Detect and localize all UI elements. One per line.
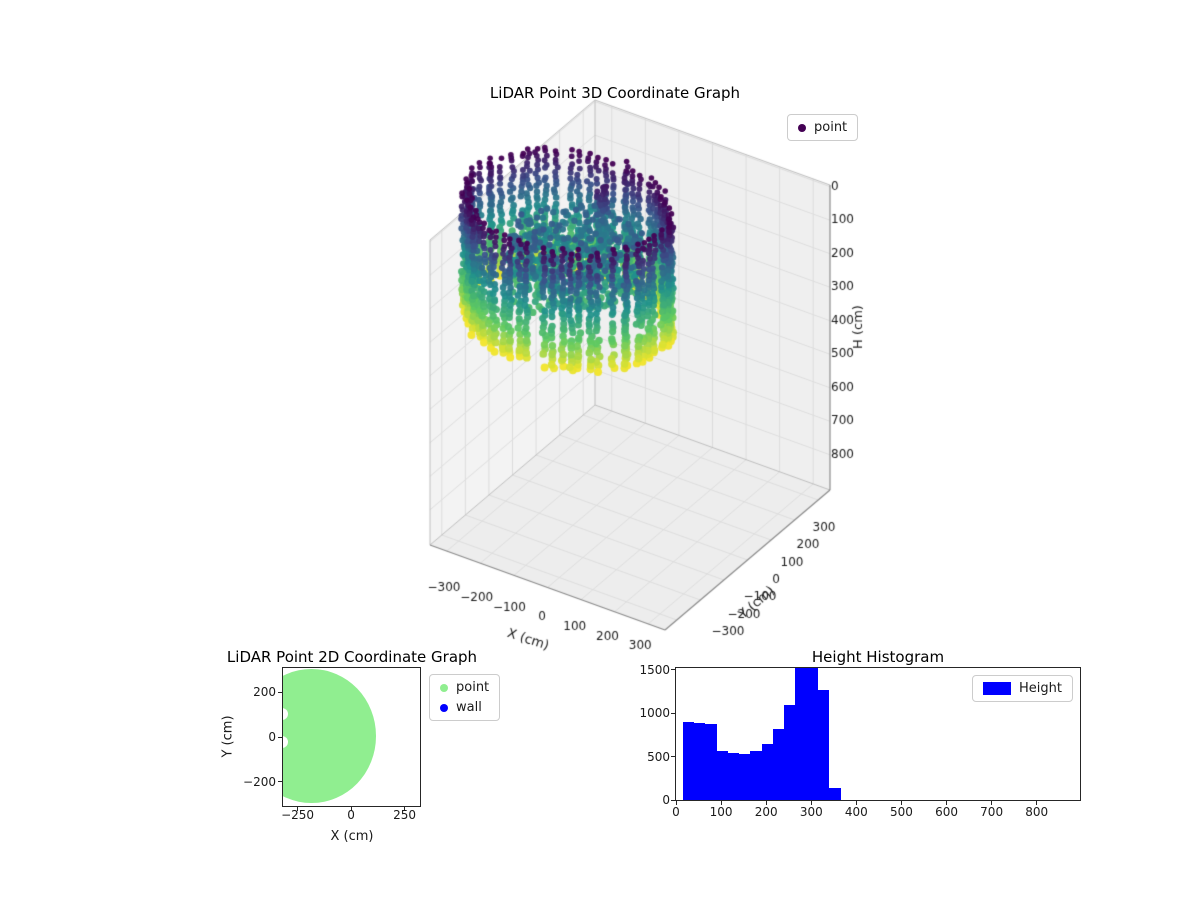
histogram-ytick-label: 1500 <box>639 662 670 677</box>
tick-mark <box>855 801 857 805</box>
scan-shadow-notch <box>283 708 288 720</box>
hist-bar <box>705 723 717 800</box>
histogram-legend-label: Height <box>1019 681 1062 696</box>
hist-bar <box>739 753 751 800</box>
tick-mark <box>404 807 406 811</box>
histogram-xtick-label: 600 <box>935 805 958 819</box>
plot2d-xtick-label: −250 <box>281 808 315 822</box>
hist-bar <box>694 723 706 800</box>
histogram-xtick-label: 0 <box>672 805 680 819</box>
tick-mark <box>675 801 677 805</box>
plot2d-title: LiDAR Point 2D Coordinate Graph <box>226 648 478 666</box>
histogram-xtick-label: 500 <box>889 805 913 819</box>
tick-mark <box>278 736 282 738</box>
plot3d-title: LiDAR Point 3D Coordinate Graph <box>489 84 741 102</box>
histogram-ytick-label: 500 <box>647 749 670 764</box>
plot3d-legend: point <box>787 114 859 141</box>
plot2d-axes <box>282 667 421 807</box>
scan-shadow-notch <box>283 736 288 748</box>
tick-mark <box>991 801 993 805</box>
histogram-ytick-label: 0 <box>662 793 670 807</box>
plot2d-ytick-label: −200 <box>243 774 276 789</box>
tick-mark <box>278 691 282 693</box>
histogram-bars <box>676 668 1080 800</box>
plot2d-ytick-label: 0 <box>268 730 276 744</box>
hist-bar <box>761 743 773 800</box>
hist-bar <box>750 751 762 800</box>
hist-bar <box>818 689 830 800</box>
tick-mark <box>671 756 675 758</box>
tick-mark <box>720 801 722 805</box>
tick-mark <box>671 712 675 714</box>
histogram-title: Height Histogram <box>811 648 945 666</box>
histogram-axes <box>675 667 1081 801</box>
tick-mark <box>1036 801 1038 805</box>
tick-mark <box>671 799 675 801</box>
histogram-xtick-label: 300 <box>799 805 823 819</box>
tick-mark <box>297 807 299 811</box>
histogram-xtick-label: 200 <box>754 805 778 819</box>
legend-swatch-height-icon <box>983 682 1011 695</box>
histogram-legend: Height <box>972 675 1073 702</box>
legend-marker-wall-icon <box>440 703 448 712</box>
histogram-ytick-label: 1000 <box>639 706 670 721</box>
plot2d-xtick-label: 250 <box>393 808 417 822</box>
tick-mark <box>278 781 282 783</box>
plot2d-ytick-label: 200 <box>253 685 276 700</box>
hist-bar <box>829 787 841 800</box>
legend-marker-point-icon <box>798 123 806 132</box>
hist-bar <box>716 751 728 800</box>
scan-region <box>283 669 376 803</box>
histogram-xtick-label: 100 <box>709 805 733 819</box>
plot2d-xlabel: X (cm) <box>330 829 374 844</box>
tick-mark <box>765 801 767 805</box>
tick-mark <box>946 801 948 805</box>
hist-bar <box>682 721 695 800</box>
histogram-xtick-label: 400 <box>844 805 868 819</box>
hist-bar <box>806 668 819 800</box>
histogram-xtick-label: 800 <box>1025 805 1049 819</box>
tick-mark <box>900 801 902 805</box>
plot2d-xtick-label: 0 <box>347 808 355 822</box>
hist-bar <box>727 753 740 800</box>
tick-mark <box>671 669 675 671</box>
tick-mark <box>350 807 352 811</box>
plot3d-legend-label: point <box>814 120 848 135</box>
plot2d-ylabel: Y (cm) <box>220 715 236 758</box>
tick-mark <box>810 801 812 805</box>
histogram-xtick-label: 700 <box>980 805 1004 819</box>
hist-bar <box>795 668 807 800</box>
hist-bar <box>772 728 785 800</box>
hist-bar <box>784 704 796 800</box>
plot2d-legend: point wall <box>429 674 501 721</box>
plot2d-legend-label-point: point <box>456 680 490 695</box>
legend-marker-point-icon <box>440 683 448 692</box>
plot2d-legend-label-wall: wall <box>456 700 482 715</box>
